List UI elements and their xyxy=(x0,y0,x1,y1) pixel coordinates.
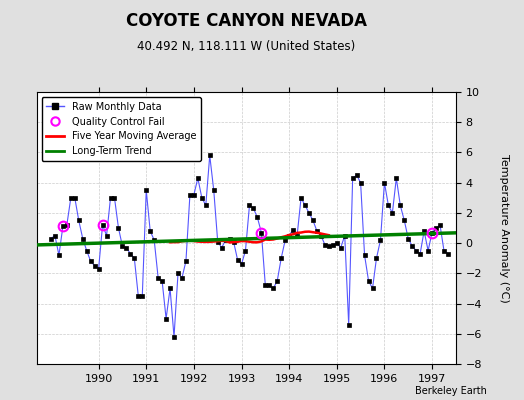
Legend: Raw Monthly Data, Quality Control Fail, Five Year Moving Average, Long-Term Tren: Raw Monthly Data, Quality Control Fail, … xyxy=(41,97,201,161)
Y-axis label: Temperature Anomaly (°C): Temperature Anomaly (°C) xyxy=(499,154,509,302)
Text: 40.492 N, 118.111 W (United States): 40.492 N, 118.111 W (United States) xyxy=(137,40,355,53)
Text: COYOTE CANYON NEVADA: COYOTE CANYON NEVADA xyxy=(126,12,367,30)
Text: Berkeley Earth: Berkeley Earth xyxy=(416,386,487,396)
